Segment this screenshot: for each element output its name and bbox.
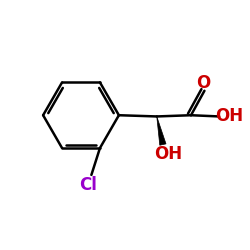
- Text: OH: OH: [154, 145, 182, 163]
- Text: Cl: Cl: [80, 176, 98, 194]
- Text: O: O: [196, 74, 210, 92]
- Text: OH: OH: [215, 108, 244, 126]
- Polygon shape: [157, 116, 166, 145]
